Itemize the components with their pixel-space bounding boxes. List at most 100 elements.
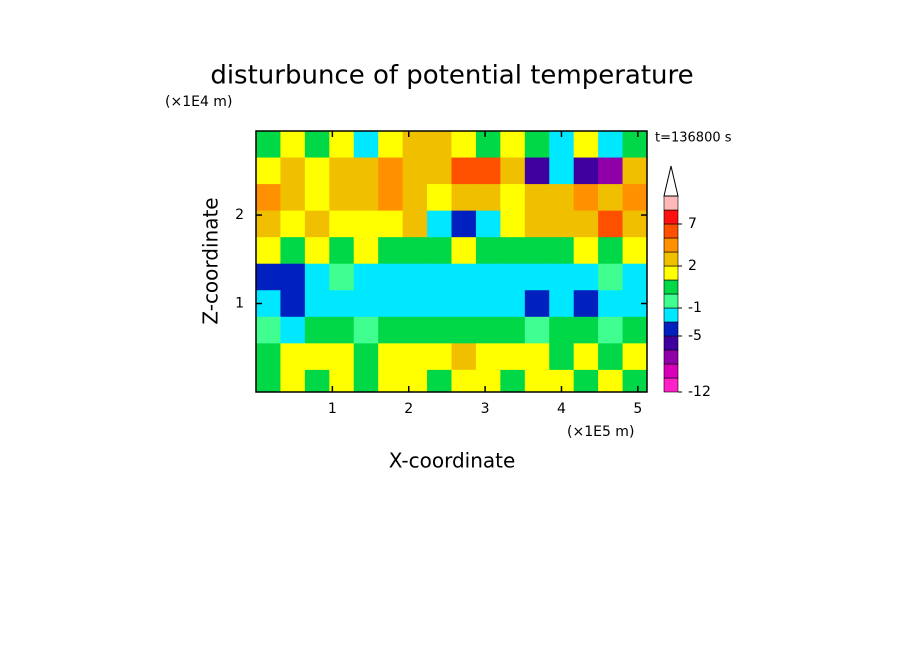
colorbar-box <box>663 265 679 281</box>
contour-cell <box>304 369 330 392</box>
contour-cell <box>622 237 647 265</box>
contour-cell <box>378 290 404 318</box>
contour-cell <box>329 343 355 371</box>
contour-cell <box>500 343 526 371</box>
contour-cell <box>549 237 575 265</box>
contour-cell <box>378 131 404 159</box>
contour-cell <box>402 131 428 159</box>
contour-cell <box>402 316 428 344</box>
contour-cell <box>524 237 550 265</box>
contour-cell <box>524 263 550 291</box>
contour-cell <box>524 184 550 212</box>
contour-cell <box>622 369 647 392</box>
contour-cell <box>451 131 477 159</box>
contour-cell <box>402 210 428 238</box>
contour-cell <box>475 290 501 318</box>
contour-cell <box>402 263 428 291</box>
colorbar-box <box>663 321 679 337</box>
colorbar-box <box>663 293 679 309</box>
contour-cell <box>524 343 550 371</box>
contour-cell <box>402 369 428 392</box>
contour-cell <box>427 316 452 344</box>
contour-cell <box>280 210 306 238</box>
contour-cell <box>427 369 452 392</box>
contour-cell <box>329 369 355 392</box>
contour-cell <box>378 210 404 238</box>
contour-cell <box>475 131 501 159</box>
contour-cell <box>598 184 624 212</box>
colorbar-box <box>663 335 679 351</box>
contour-cell <box>451 157 477 185</box>
contour-cell <box>573 263 599 291</box>
contour-cell <box>475 184 501 212</box>
contour-cell <box>304 290 330 318</box>
contour-cell <box>622 157 647 185</box>
contour-cell <box>256 316 281 344</box>
contour-cell <box>280 369 306 392</box>
contour-cell <box>427 157 452 185</box>
contour-cell <box>451 237 477 265</box>
contour-cell <box>573 343 599 371</box>
contour-cell <box>402 343 428 371</box>
contour-cell <box>329 316 355 344</box>
contour-cell <box>598 263 624 291</box>
contour-cell <box>427 131 452 159</box>
contour-cell <box>353 210 379 238</box>
contour-cell <box>500 131 526 159</box>
contour-cell <box>353 263 379 291</box>
time-label: t=136800 s <box>655 131 732 146</box>
contour-cell <box>378 316 404 344</box>
colorbar-tick-label: -1 <box>688 300 702 316</box>
contour-cell <box>549 157 575 185</box>
contour-cell <box>329 157 355 185</box>
contour-cell <box>451 210 477 238</box>
contour-cell <box>573 290 599 318</box>
contour-cell <box>598 237 624 265</box>
contour-cell <box>549 316 575 344</box>
contour-cell <box>329 263 355 291</box>
colorbar-box <box>663 349 679 365</box>
contour-cell <box>256 237 281 265</box>
contour-cell <box>280 237 306 265</box>
contour-cell <box>475 263 501 291</box>
contour-cell <box>549 263 575 291</box>
contour-cell <box>451 184 477 212</box>
contour-cell <box>598 131 624 159</box>
contour-cell <box>427 263 452 291</box>
colorbar-box <box>663 279 679 295</box>
contour-cell <box>573 184 599 212</box>
contour-cell <box>573 316 599 344</box>
contour-cell <box>402 290 428 318</box>
colorbar-box <box>663 377 679 393</box>
contour-cell <box>378 157 404 185</box>
contour-cell <box>500 316 526 344</box>
contour-cell <box>329 210 355 238</box>
contour-cell <box>402 157 428 185</box>
contour-cell <box>280 184 306 212</box>
contour-cell <box>451 290 477 318</box>
colorbar-box <box>663 237 679 253</box>
contour-field <box>256 131 647 392</box>
y-tick-label: 1 <box>235 296 244 312</box>
colorbar-extend-arrow <box>663 165 679 197</box>
contour-cell <box>622 263 647 291</box>
contour-cell <box>402 184 428 212</box>
contour-cell <box>280 343 306 371</box>
contour-cell <box>353 131 379 159</box>
contour-cell <box>280 157 306 185</box>
contour-cell <box>304 157 330 185</box>
contour-cell <box>451 263 477 291</box>
contour-cell <box>304 184 330 212</box>
colorbar-box <box>663 363 679 379</box>
contour-cell <box>256 184 281 212</box>
contour-cell <box>451 316 477 344</box>
contour-cell <box>304 131 330 159</box>
contour-cell <box>500 184 526 212</box>
contour-cell <box>573 157 599 185</box>
contour-cell <box>427 343 452 371</box>
contour-cell <box>353 316 379 344</box>
contour-cell <box>475 157 501 185</box>
contour-cell <box>427 210 452 238</box>
contour-cell <box>427 184 452 212</box>
